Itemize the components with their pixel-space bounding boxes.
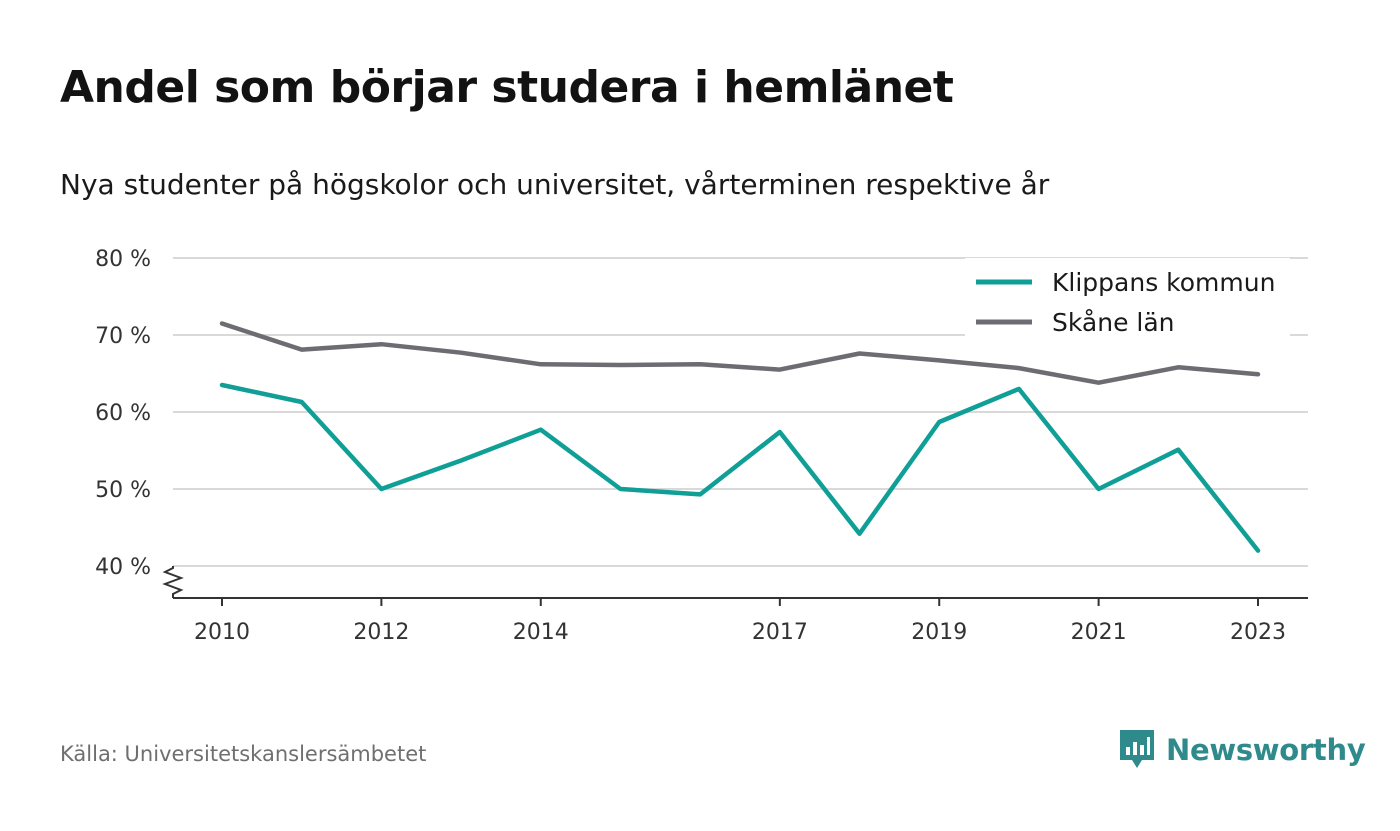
brand-name: Newsworthy <box>1166 733 1366 767</box>
x-tick-label: 2023 <box>1230 620 1286 645</box>
y-tick-label: 80 % <box>95 247 151 272</box>
y-tick-label: 40 % <box>95 555 151 580</box>
series-line-klippans-kommun <box>219 382 1261 553</box>
y-axis-break <box>162 566 184 598</box>
y-tick-label: 60 % <box>95 401 151 426</box>
x-tick-label: 2019 <box>911 620 967 645</box>
brand-logo: Newsworthy <box>1118 728 1366 772</box>
legend: Klippans kommun Skåne län <box>965 258 1290 338</box>
y-tick-label: 70 % <box>95 324 151 349</box>
x-tick-label: 2010 <box>194 620 250 645</box>
chart-title: Andel som börjar studera i hemlänet <box>60 62 954 113</box>
x-tick-label: 2017 <box>752 620 808 645</box>
legend-label: Klippans kommun <box>1052 268 1275 297</box>
legend-label: Skåne län <box>1052 308 1175 337</box>
line-chart: 40 % 50 % 60 % 70 % 80 % 2010 2012 2014 2017 2019… <box>95 247 1308 645</box>
series-line-skane-lan <box>219 321 1261 385</box>
x-tick-label: 2014 <box>513 620 569 645</box>
chart-subtitle: Nya studenter på högskolor och universit… <box>60 168 1050 201</box>
legend-background <box>965 258 1290 338</box>
x-tick-label: 2021 <box>1071 620 1127 645</box>
newsworthy-logo-icon <box>1120 730 1154 768</box>
y-tick-label: 50 % <box>95 478 151 503</box>
axes: 40 % 50 % 60 % 70 % 80 % 2010 2012 2014 2017 2019… <box>95 247 1308 645</box>
source-note: Källa: Universitetskanslersämbetet <box>60 742 427 766</box>
series-lines <box>219 321 1261 553</box>
x-tick-label: 2012 <box>353 620 409 645</box>
